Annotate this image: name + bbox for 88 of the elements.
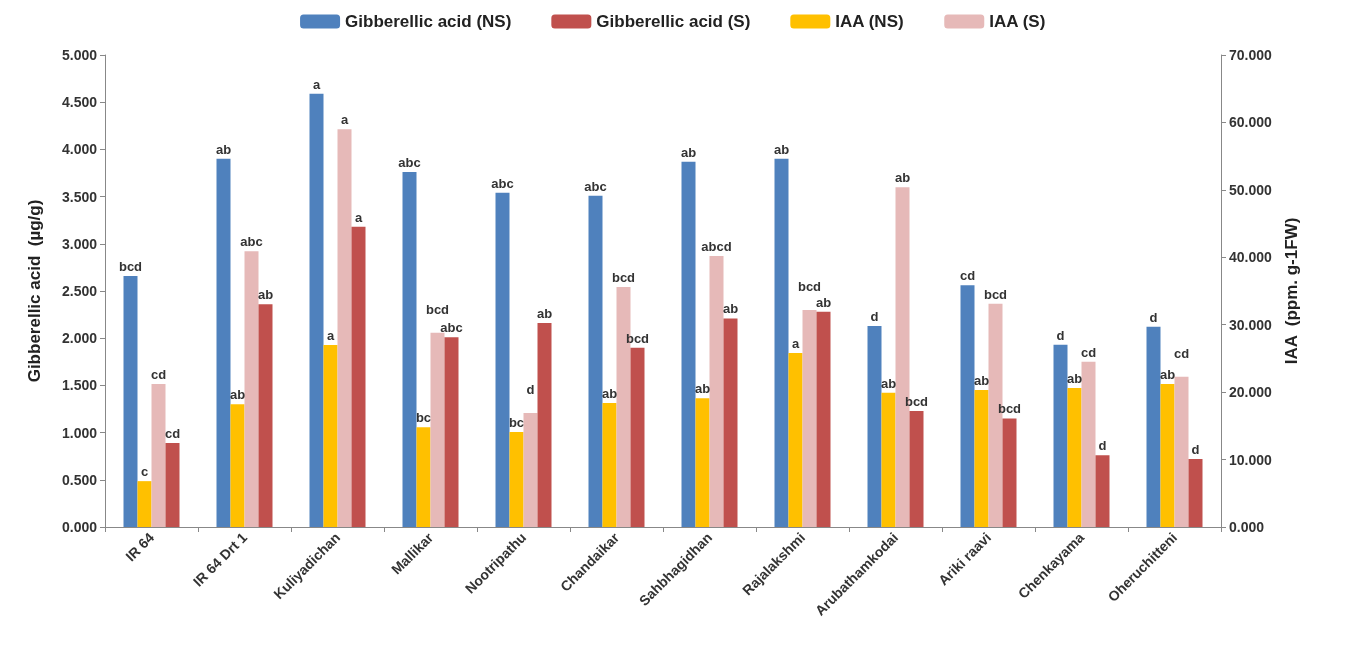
bar xyxy=(123,275,138,527)
y2-axis-title: IAA (ppm. g-1FW) xyxy=(1282,217,1301,365)
data-label: ab xyxy=(680,144,697,160)
x-tick-label: IR 64 Drt 1 xyxy=(189,529,251,590)
y2-tick-label: 0.000 xyxy=(1229,519,1265,535)
data-label: bcd xyxy=(904,393,929,409)
data-label: cd xyxy=(1173,345,1190,361)
bar xyxy=(1174,376,1189,527)
legend-label: IAA (NS) xyxy=(835,12,904,31)
data-label: a xyxy=(340,112,349,128)
data-label: abc xyxy=(491,175,514,191)
data-label: bcd xyxy=(118,258,143,274)
data-label: a xyxy=(354,209,363,225)
data-label: bcd xyxy=(983,286,1008,302)
x-tick-label: IR 64 xyxy=(122,529,158,565)
y-tick-label: 1.000 xyxy=(61,424,98,441)
y-tick-label: 2.000 xyxy=(61,330,98,347)
data-label: ab xyxy=(1066,371,1083,387)
data-label: ab xyxy=(215,141,232,157)
data-label: bc xyxy=(415,410,432,426)
data-label: abc xyxy=(398,155,421,171)
y-tick-label: 0.000 xyxy=(61,519,98,535)
data-label: cd xyxy=(150,367,167,383)
data-label: bcd xyxy=(425,301,450,317)
y-axis-title: Gibberellic acid (µg/g) xyxy=(25,199,44,383)
data-label: cd xyxy=(959,268,976,284)
data-label: a xyxy=(312,76,321,92)
data-label: a xyxy=(791,336,800,352)
data-label: ab xyxy=(773,141,790,157)
y-tick-label: 4.500 xyxy=(61,94,98,111)
bar xyxy=(416,427,431,527)
data-label: bc xyxy=(508,414,525,430)
bar xyxy=(588,195,603,527)
bar xyxy=(402,172,417,527)
data-label: ab xyxy=(722,301,739,317)
y2-tick-label: 50.000 xyxy=(1229,181,1273,198)
bar xyxy=(774,158,789,527)
data-label: ab xyxy=(257,287,274,303)
data-label: ab xyxy=(894,170,911,186)
data-label: d xyxy=(526,382,535,398)
data-label: c xyxy=(140,464,149,480)
y2-tick-label: 30.000 xyxy=(1229,316,1273,333)
y-tick-label: 3.000 xyxy=(61,235,98,252)
y2-tick-label: 10.000 xyxy=(1229,451,1273,468)
data-label: ab xyxy=(601,385,618,401)
y2-tick-label: 40.000 xyxy=(1229,249,1273,266)
data-label: a xyxy=(326,327,335,343)
data-label: ab xyxy=(973,373,990,389)
data-label: d xyxy=(1098,438,1107,454)
data-label: d xyxy=(1191,442,1200,458)
y-tick-label: 5.000 xyxy=(61,47,98,63)
data-label: abc xyxy=(240,234,263,250)
bar xyxy=(216,158,231,527)
legend-label: IAA (S) xyxy=(989,12,1046,31)
y-tick-label: 1.500 xyxy=(61,377,98,394)
bar xyxy=(495,192,510,527)
data-label: abc xyxy=(584,178,607,194)
data-label: cd xyxy=(1080,344,1097,360)
legend-label: Gibberellic acid (S) xyxy=(596,12,751,31)
data-label: ab xyxy=(1159,367,1176,383)
y-tick-label: 4.000 xyxy=(61,141,98,158)
data-label: d xyxy=(1149,309,1158,325)
data-label: bcd xyxy=(997,401,1022,417)
bar xyxy=(137,481,152,527)
bar xyxy=(309,93,324,527)
y2-tick-label: 20.000 xyxy=(1229,384,1273,401)
legend-label: Gibberellic acid (NS) xyxy=(345,12,512,31)
y2-tick-label: 60.000 xyxy=(1229,114,1273,131)
y-tick-label: 0.500 xyxy=(61,471,98,488)
data-label: abcd xyxy=(701,238,732,254)
data-label: bcd xyxy=(625,330,650,346)
y-tick-label: 2.500 xyxy=(61,283,98,299)
bar xyxy=(509,431,524,527)
bar xyxy=(1081,361,1096,527)
data-label: ab xyxy=(815,294,832,310)
data-label: abc xyxy=(440,320,463,336)
data-label: bcd xyxy=(797,278,822,294)
data-label: cd xyxy=(164,425,181,441)
data-label: ab xyxy=(694,381,711,397)
data-label: ab xyxy=(536,306,553,322)
data-label: bcd xyxy=(611,269,636,285)
bar xyxy=(681,161,696,527)
data-label: ab xyxy=(880,375,897,391)
y2-tick-label: 70.000 xyxy=(1229,47,1273,63)
data-label: d xyxy=(1056,327,1065,343)
y-tick-label: 3.500 xyxy=(61,188,98,205)
data-label: d xyxy=(870,308,879,324)
data-label: ab xyxy=(229,387,246,403)
